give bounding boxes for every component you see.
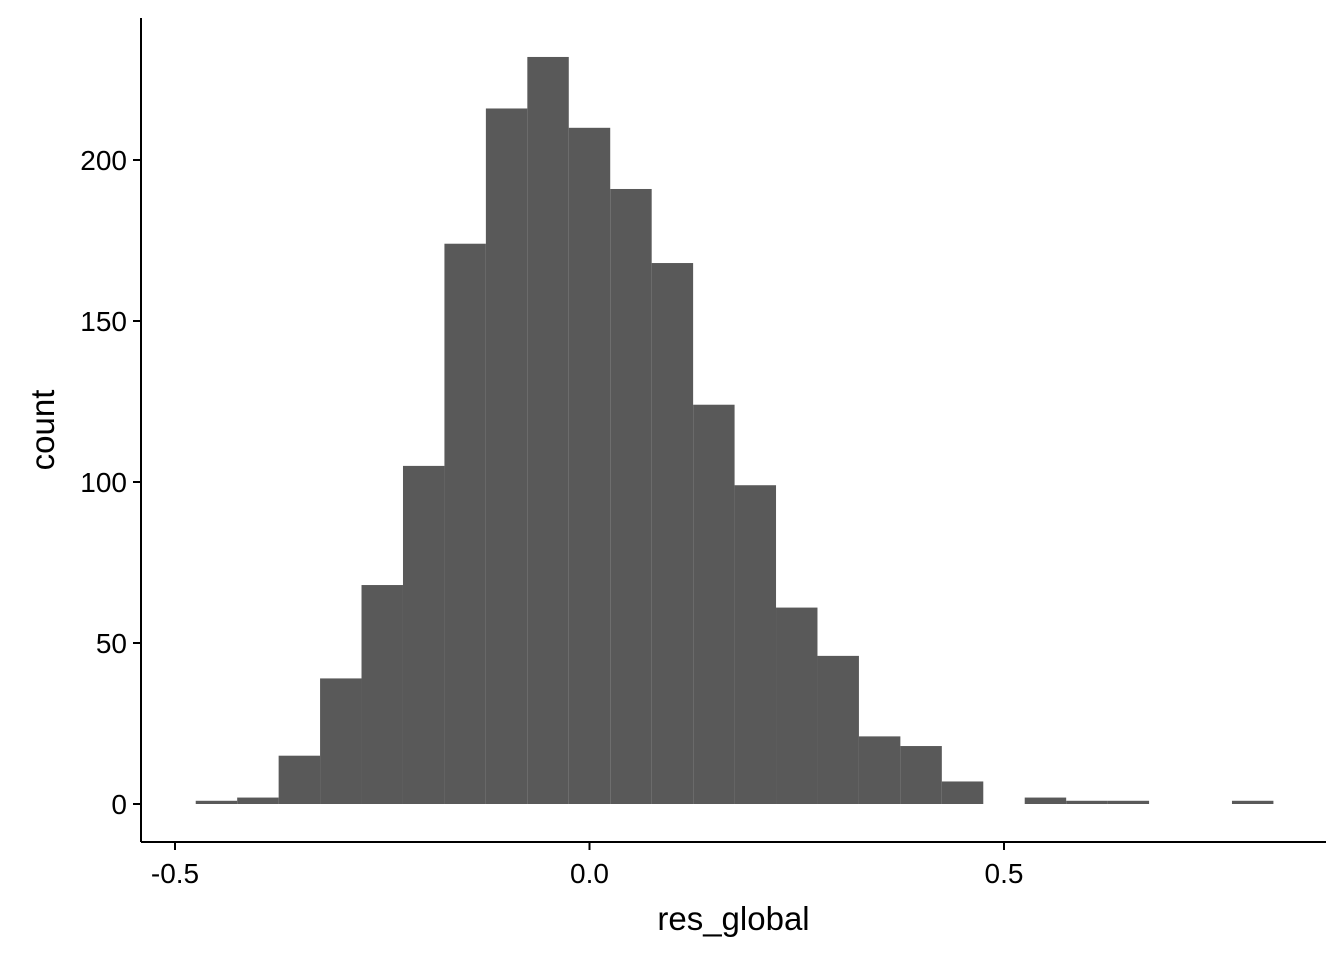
histogram-bar-14 bbox=[776, 607, 818, 804]
x-tick-label-1: 0.0 bbox=[570, 858, 609, 889]
histogram-bar-6 bbox=[444, 243, 486, 805]
x-tick-label-2: 0.5 bbox=[985, 858, 1024, 889]
x-tick-label-0: -0.5 bbox=[151, 858, 199, 889]
histogram-bar-0 bbox=[195, 800, 238, 804]
x-axis-ticks: -0.5 0.0 0.5 bbox=[151, 842, 1024, 889]
histogram-bar-9 bbox=[568, 127, 611, 805]
y-tick-label-1: 50 bbox=[96, 628, 127, 659]
y-tick-label-3: 150 bbox=[80, 306, 127, 337]
histogram-bar-11 bbox=[651, 263, 694, 804]
histogram-bar-17 bbox=[900, 746, 942, 804]
histogram-bar-10 bbox=[610, 188, 652, 805]
histogram-bar-16 bbox=[858, 736, 901, 804]
y-tick-label-2: 100 bbox=[80, 467, 127, 498]
histogram-bar-4 bbox=[361, 585, 403, 804]
histogram-bar-18 bbox=[941, 781, 984, 804]
y-tick-label-0: 0 bbox=[111, 789, 127, 820]
histogram-bar-1 bbox=[237, 797, 279, 804]
histogram-bar-13 bbox=[734, 485, 777, 804]
histogram-bars bbox=[195, 56, 1274, 805]
histogram-bar-25 bbox=[1231, 800, 1274, 804]
y-tick-label-4: 200 bbox=[80, 145, 127, 176]
histogram-bar-5 bbox=[402, 465, 445, 804]
histogram-bar-21 bbox=[1066, 800, 1108, 804]
histogram-bar-15 bbox=[817, 655, 859, 804]
histogram-bar-7 bbox=[485, 108, 528, 805]
y-axis-title: count bbox=[24, 390, 61, 471]
histogram-bar-8 bbox=[527, 56, 569, 804]
y-axis-ticks: 0 50 100 150 200 bbox=[80, 145, 141, 820]
histogram-bar-22 bbox=[1107, 800, 1150, 804]
histogram-bar-12 bbox=[693, 404, 735, 804]
histogram-bar-20 bbox=[1024, 797, 1067, 804]
x-axis-title: res_global bbox=[657, 900, 809, 937]
histogram-bar-2 bbox=[278, 755, 321, 804]
histogram-bar-3 bbox=[320, 678, 362, 804]
